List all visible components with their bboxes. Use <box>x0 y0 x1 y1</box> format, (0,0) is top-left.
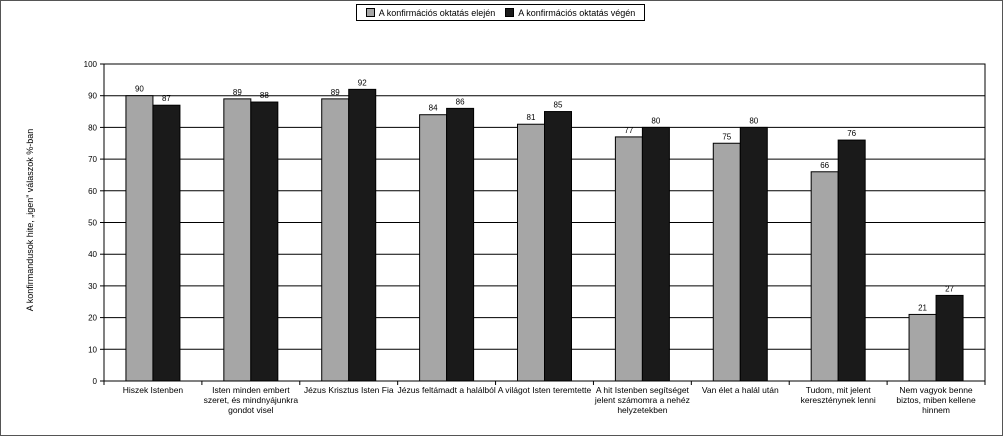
y-tick-label: 70 <box>88 155 97 164</box>
x-tick-label: A világot Isten teremtette <box>498 385 592 395</box>
data-label-start: 77 <box>624 126 633 135</box>
data-label-end: 86 <box>456 97 465 106</box>
legend-label-start: A konfirmációs oktatás elején <box>378 7 496 18</box>
data-label-end: 76 <box>847 129 856 138</box>
data-label-start: 84 <box>429 104 438 113</box>
x-tick-label: Hiszek Istenben <box>123 385 184 395</box>
data-label-end: 80 <box>749 116 758 125</box>
bar-start <box>419 114 448 382</box>
data-label-start: 21 <box>918 303 927 312</box>
bar-end <box>250 101 279 382</box>
x-tick-label: helyzetekben <box>617 405 667 415</box>
data-label-start: 89 <box>331 88 340 97</box>
x-tick-label: biztos, miben kellene <box>896 395 976 405</box>
bar-start <box>712 142 741 382</box>
bar-end <box>544 111 572 382</box>
data-label-start: 75 <box>722 132 731 141</box>
x-tick-label: Jézus Krisztus Isten Fia <box>304 385 394 395</box>
x-tick-label: Tudom, mit jelent <box>806 385 872 395</box>
bar-end <box>152 104 181 382</box>
x-tick-label: gondot visel <box>228 405 273 415</box>
y-tick-label: 50 <box>88 219 97 228</box>
data-label-start: 81 <box>527 113 536 122</box>
y-tick-label: 30 <box>88 282 97 291</box>
data-label-start: 66 <box>820 161 829 170</box>
data-label-end: 85 <box>554 101 563 110</box>
legend: A konfirmációs oktatás elején A konfirmá… <box>356 4 645 21</box>
x-tick-label: Jézus feltámadt a halálból <box>397 385 495 395</box>
bar-start <box>125 95 154 382</box>
bar-end <box>641 126 670 382</box>
x-tick-label: Isten minden embert <box>212 385 290 395</box>
x-tick-label: szeret, és mindnyájunkra <box>204 395 299 405</box>
y-tick-label: 40 <box>88 250 97 259</box>
legend-swatch-end <box>505 8 515 17</box>
legend-item-end: A konfirmációs oktatás végén <box>505 8 635 18</box>
x-tick-label: jelent számomra a nehéz <box>594 395 690 405</box>
x-tick-label: hinnem <box>922 405 950 415</box>
bar-end <box>348 88 377 382</box>
y-tick-label: 80 <box>88 123 97 132</box>
bar-end <box>935 294 964 382</box>
data-label-end: 87 <box>162 94 171 103</box>
data-label-end: 80 <box>651 116 660 125</box>
legend-item-start: A konfirmációs oktatás elején <box>365 7 496 18</box>
bar-end <box>837 139 866 382</box>
legend-label-end: A konfirmációs oktatás végén <box>518 7 636 18</box>
x-tick-label: kereszténynek lenni <box>801 395 876 405</box>
bar-start <box>908 313 937 382</box>
data-label-start: 90 <box>135 85 144 94</box>
y-tick-label: 60 <box>88 187 97 196</box>
data-label-start: 89 <box>233 88 242 97</box>
bar-start <box>614 136 643 382</box>
x-tick-label: Nem vagyok benne <box>899 385 973 395</box>
bar-start <box>321 98 350 382</box>
bar-start <box>810 171 839 382</box>
x-tick-label: A hit Istenben segítséget <box>596 385 690 395</box>
legend-swatch-start <box>365 8 375 17</box>
y-tick-label: 20 <box>88 314 97 323</box>
bar-start <box>223 98 252 382</box>
x-tick-label: Van élet a halál után <box>702 385 779 395</box>
y-tick-label: 10 <box>88 345 97 354</box>
data-label-end: 27 <box>945 284 954 293</box>
data-label-end: 88 <box>260 91 269 100</box>
bar-end <box>739 126 768 382</box>
bar-end <box>446 107 475 382</box>
bar-start <box>517 123 545 382</box>
data-label-end: 92 <box>358 78 367 87</box>
y-tick-label: 100 <box>84 60 98 69</box>
y-tick-label: 90 <box>88 92 97 101</box>
y-tick-label: 0 <box>93 377 98 386</box>
